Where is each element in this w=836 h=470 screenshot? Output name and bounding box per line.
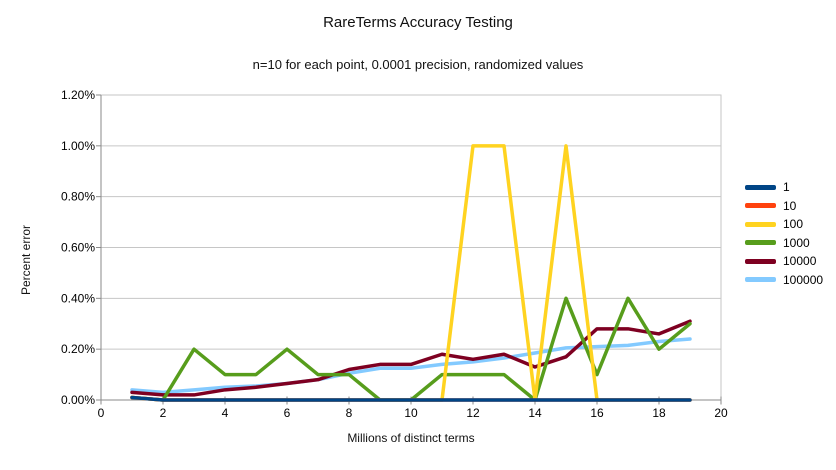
chart-subtitle: n=10 for each point, 0.0001 precision, r… bbox=[252, 57, 584, 72]
y-tick-label: 1.20% bbox=[61, 88, 95, 102]
y-tick-label: 0.00% bbox=[61, 393, 95, 407]
legend-swatch-100000 bbox=[745, 277, 776, 282]
x-tick-label: 18 bbox=[652, 406, 666, 420]
legend-swatch-10000 bbox=[745, 258, 776, 264]
legend-item-100000: 100000 bbox=[745, 274, 823, 286]
y-tick-label: 0.20% bbox=[61, 342, 95, 356]
x-tick-label: 0 bbox=[98, 406, 105, 420]
y-axis-title: Percent error bbox=[19, 224, 33, 296]
series-line-100000 bbox=[130, 337, 692, 395]
legend-item-1: 1 bbox=[745, 181, 823, 193]
x-tick-label: 10 bbox=[404, 406, 418, 420]
x-tick-label: 16 bbox=[590, 406, 604, 420]
legend-item-100: 100 bbox=[745, 218, 823, 230]
x-tick-label: 8 bbox=[346, 406, 353, 420]
y-tick-label: 0.60% bbox=[61, 241, 95, 255]
series-line-100 bbox=[130, 144, 692, 402]
x-tick-label: 14 bbox=[528, 406, 542, 420]
legend-item-10: 10 bbox=[745, 200, 823, 212]
x-axis-title: Millions of distinct terms bbox=[347, 431, 475, 445]
legend-item-1000: 1000 bbox=[745, 237, 823, 249]
chart-title: RareTerms Accuracy Testing bbox=[323, 14, 513, 31]
x-tick-label: 20 bbox=[714, 406, 728, 420]
legend-item-10000: 10000 bbox=[745, 255, 823, 267]
x-tick-label: 4 bbox=[222, 406, 229, 420]
series-line-1 bbox=[130, 395, 692, 402]
series-line-10000 bbox=[130, 319, 692, 397]
legend-swatch-10 bbox=[745, 203, 776, 208]
x-tick-label: 12 bbox=[466, 406, 480, 420]
legend-swatch-1000 bbox=[745, 240, 776, 245]
legend-label: 100000 bbox=[783, 272, 824, 287]
legend-label: 10 bbox=[783, 198, 797, 213]
y-tick-label: 0.40% bbox=[61, 291, 95, 305]
legend-label: 1 bbox=[783, 180, 790, 194]
legend-swatch-100 bbox=[745, 221, 776, 227]
y-tick-label: 0.80% bbox=[61, 190, 95, 204]
legend: 1 10 100 1000 10000 100000 bbox=[745, 181, 823, 292]
legend-swatch-1 bbox=[745, 184, 776, 190]
x-tick-label: 6 bbox=[284, 406, 291, 420]
y-tick-label: 1.00% bbox=[61, 139, 95, 153]
legend-label: 1000 bbox=[783, 235, 810, 250]
x-tick-label: 2 bbox=[160, 406, 167, 420]
legend-label: 10000 bbox=[783, 254, 817, 268]
legend-label: 100 bbox=[783, 217, 804, 231]
